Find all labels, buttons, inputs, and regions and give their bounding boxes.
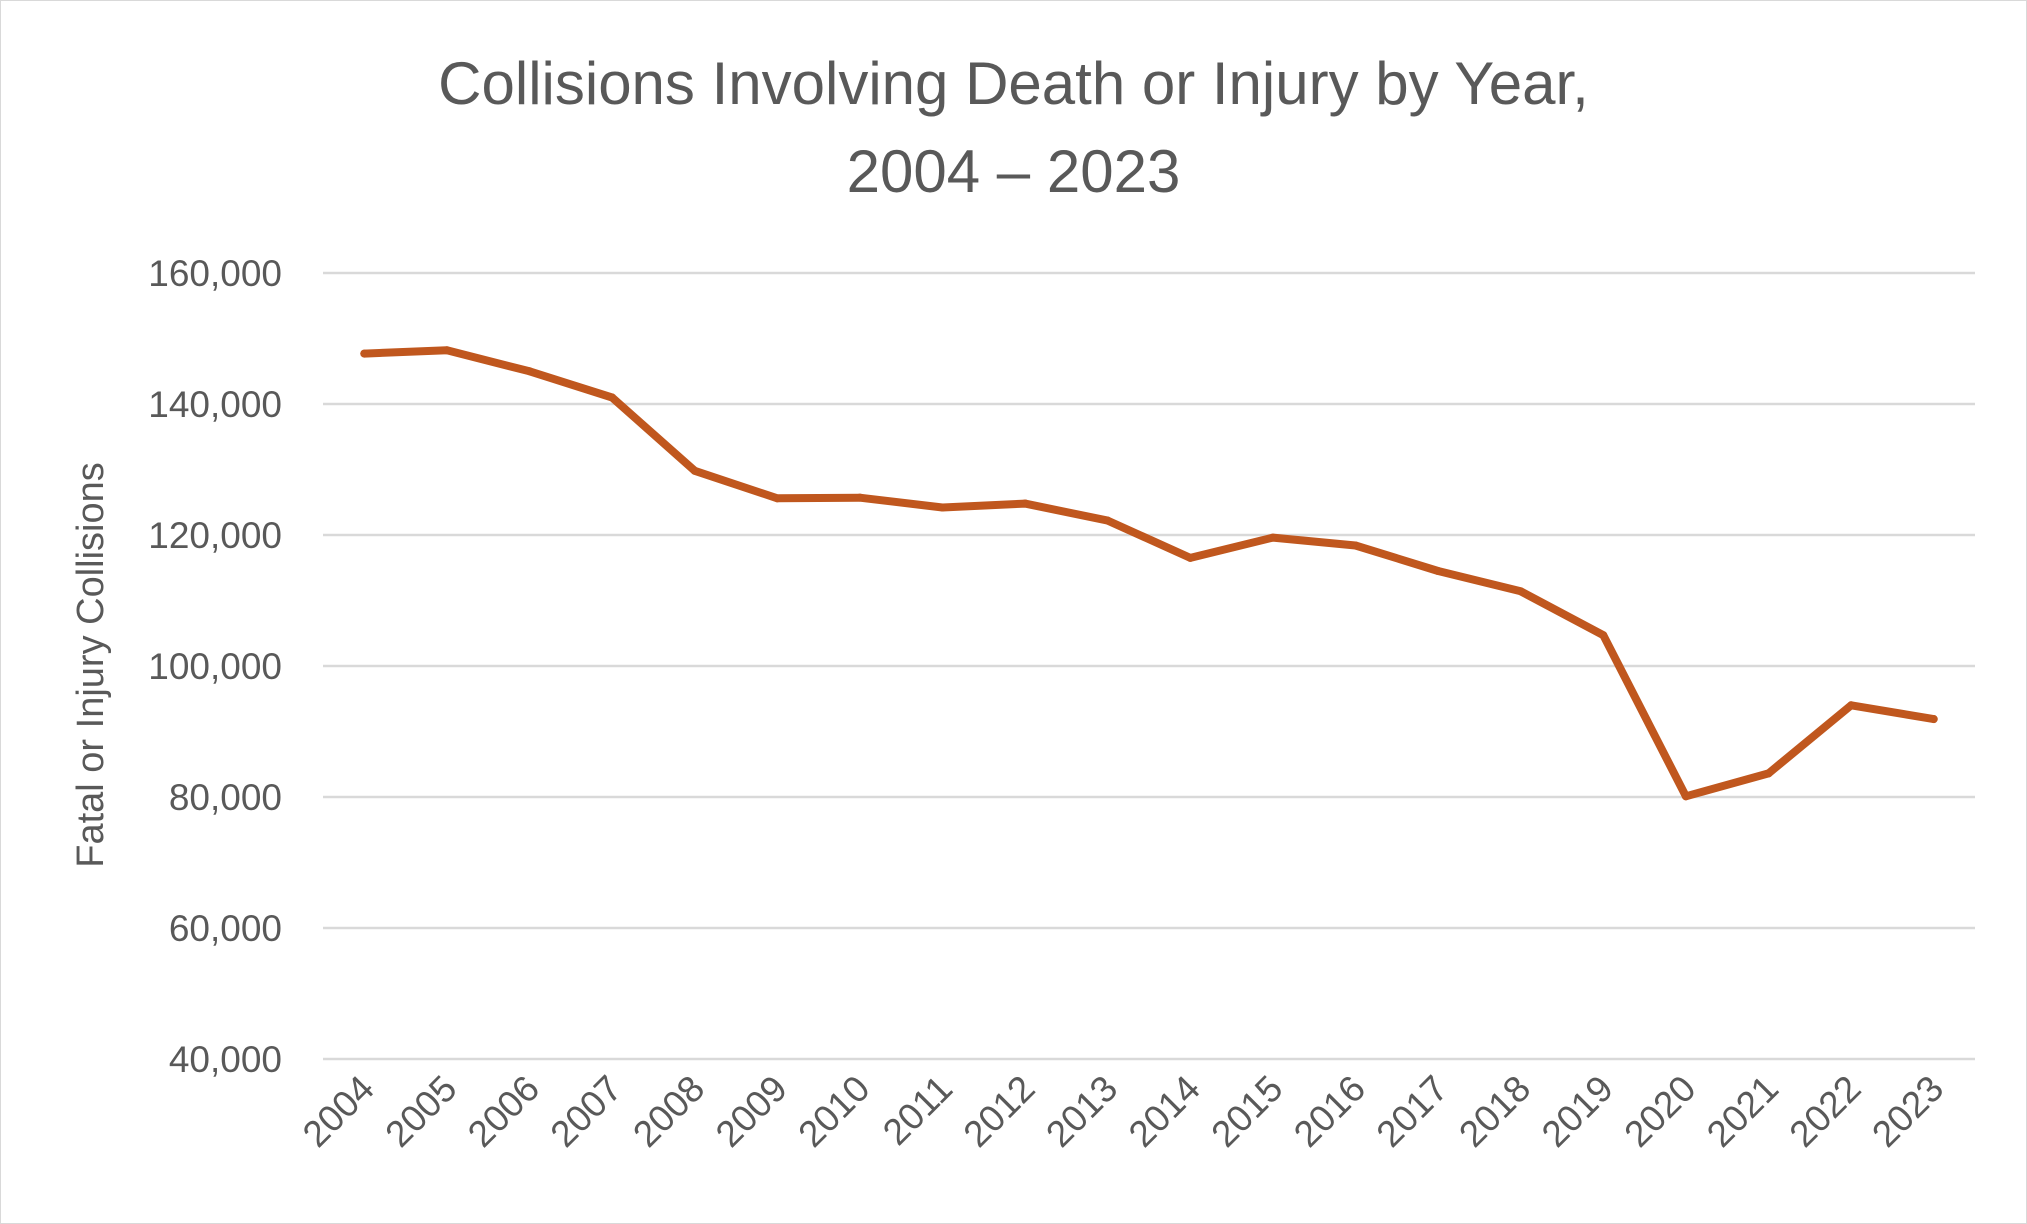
data-point — [442, 346, 451, 355]
data-point — [1847, 701, 1856, 710]
x-tick-label: 2006 — [460, 1068, 547, 1155]
x-tick-label: 2004 — [295, 1068, 382, 1155]
y-tick-label: 140,000 — [148, 384, 282, 425]
data-point — [1681, 792, 1690, 801]
x-tick-label: 2023 — [1864, 1068, 1951, 1155]
x-tick-label: 2008 — [625, 1068, 712, 1155]
y-tick-label: 100,000 — [148, 646, 282, 687]
data-point — [1103, 516, 1112, 525]
data-point — [1186, 553, 1195, 562]
series-layer — [360, 346, 1938, 801]
y-tick-label: 160,000 — [148, 253, 282, 294]
x-tick-label: 2012 — [956, 1068, 1043, 1155]
data-point — [1599, 631, 1608, 640]
data-point — [1268, 533, 1277, 542]
chart-title-line-1: Collisions Involving Death or Injury by … — [438, 50, 1589, 117]
data-point — [1351, 541, 1360, 550]
x-tick-label: 2022 — [1782, 1068, 1869, 1155]
data-point — [855, 493, 864, 502]
x-tick-label: 2005 — [377, 1068, 464, 1155]
data-point — [1021, 499, 1030, 508]
data-point — [1929, 715, 1938, 724]
chart-title-line-2: 2004 – 2023 — [846, 138, 1181, 205]
data-point — [1516, 587, 1525, 596]
x-tick-label: 2019 — [1534, 1068, 1621, 1155]
y-tick-label: 80,000 — [169, 777, 282, 818]
y-axis-tick-labels: 40,000 60,000 80,000 100,000 120,000 140,000 1… — [148, 253, 282, 1080]
x-tick-label: 2011 — [875, 1068, 960, 1153]
x-tick-label: 2014 — [1121, 1068, 1208, 1155]
data-point — [773, 494, 782, 503]
x-tick-label: 2016 — [1286, 1068, 1373, 1155]
y-tick-label: 120,000 — [148, 515, 282, 556]
chart-title: Collisions Involving Death or Injury by … — [0, 40, 2027, 216]
x-tick-label: 2010 — [790, 1068, 877, 1155]
y-tick-label: 40,000 — [169, 1039, 282, 1080]
series-line — [360, 346, 1938, 801]
y-tick-label: 60,000 — [169, 908, 282, 949]
x-tick-label: 2021 — [1699, 1068, 1786, 1155]
x-tick-label: 2017 — [1369, 1068, 1456, 1155]
data-point — [360, 349, 369, 358]
data-point — [525, 367, 534, 376]
gridlines — [323, 271, 1975, 1061]
y-axis-label: Fatal or Injury Collisions — [70, 462, 112, 867]
x-tick-label: 2013 — [1038, 1068, 1125, 1155]
x-tick-label: 2018 — [1451, 1068, 1538, 1155]
data-point — [1434, 567, 1443, 576]
data-point — [690, 466, 699, 475]
x-axis-tick-labels: 2004200520062007200820092010201120122013… — [295, 1068, 1952, 1155]
x-tick-label: 2020 — [1616, 1068, 1703, 1155]
data-point — [938, 503, 947, 512]
data-point — [1764, 769, 1773, 778]
x-tick-label: 2007 — [543, 1068, 630, 1155]
data-point — [608, 393, 617, 402]
x-tick-label: 2015 — [1203, 1068, 1290, 1155]
x-tick-label: 2009 — [708, 1068, 795, 1155]
